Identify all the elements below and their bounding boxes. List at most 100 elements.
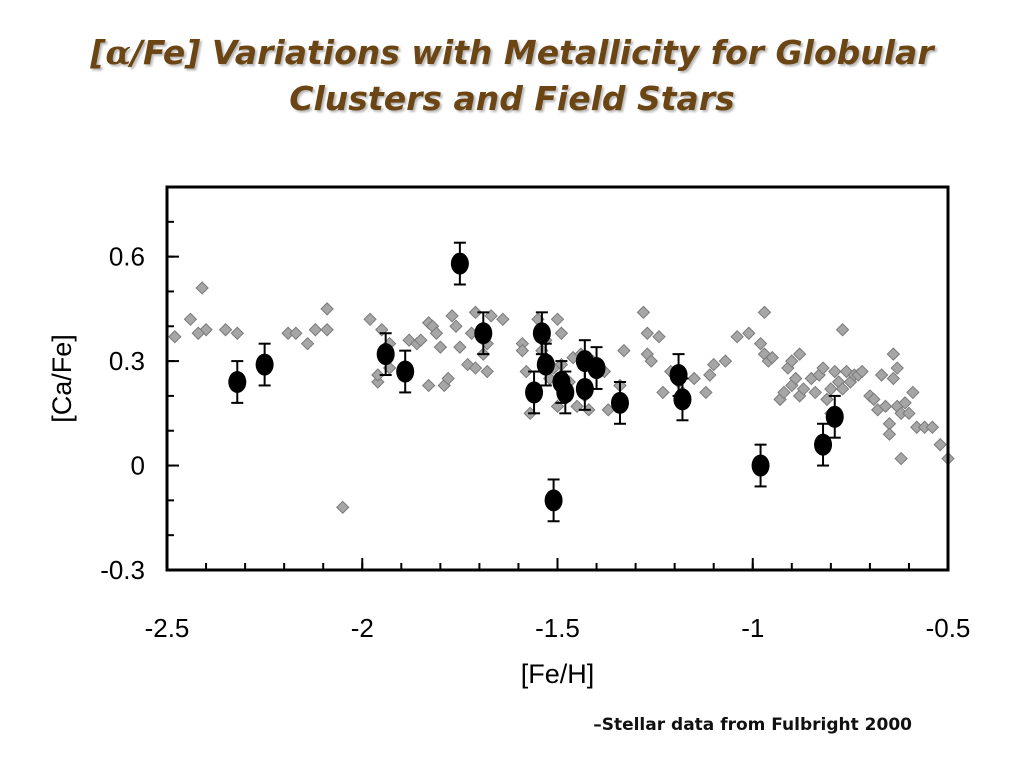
field-star-point	[828, 364, 842, 379]
field-star-point	[289, 326, 303, 340]
field-star-point	[886, 371, 901, 386]
field-star-point	[644, 354, 658, 368]
field-star-point	[656, 385, 670, 400]
field-star-point	[874, 368, 889, 382]
y-tick-label: 0.6	[109, 242, 145, 272]
field-star-point	[300, 336, 315, 351]
field-star-point	[371, 368, 385, 382]
cluster-point	[228, 370, 247, 393]
cluster-point	[474, 322, 493, 345]
title-line-2: Clusters and Field Stars	[289, 79, 735, 118]
cluster-point	[544, 489, 563, 512]
field-star-point	[218, 323, 233, 337]
field-star-point	[699, 385, 713, 400]
cluster-point	[669, 364, 688, 387]
field-star-point	[550, 312, 565, 327]
field-star-point	[449, 319, 463, 333]
y-tick-label: 0	[131, 451, 145, 481]
x-axis-label: [Fe/H]	[521, 659, 595, 689]
field-star-point	[168, 330, 182, 344]
field-star-point	[906, 385, 920, 400]
field-star-point	[640, 326, 655, 340]
x-tick-label: -0.5	[926, 613, 971, 643]
field-star-point	[718, 354, 733, 368]
x-tick-label: -2	[351, 613, 374, 643]
field-star-point	[890, 361, 904, 375]
field-star-point	[414, 333, 428, 347]
field-star-point	[808, 385, 822, 400]
cluster-point	[575, 377, 594, 400]
field-star-point	[496, 312, 510, 327]
field-star-point	[480, 364, 494, 379]
field-star-point	[617, 343, 631, 358]
cluster-point	[525, 381, 544, 404]
field-star-point	[730, 330, 744, 344]
field-star-point	[433, 340, 448, 354]
cluster-point	[587, 357, 606, 380]
y-tick-label: -0.3	[100, 555, 145, 585]
field-star-point	[777, 385, 791, 400]
field-star-point	[898, 396, 912, 410]
cluster-point	[396, 360, 415, 383]
cluster-point	[556, 381, 575, 404]
x-tick-label: -1	[741, 613, 764, 643]
field-star-point	[687, 371, 701, 386]
field-star-point	[925, 420, 940, 434]
x-tick-label: -2.5	[145, 613, 190, 643]
cluster-point	[450, 252, 469, 275]
title-alpha-symbol: α	[105, 33, 131, 72]
cluster-point	[673, 388, 692, 411]
field-star-point	[636, 305, 651, 320]
field-star-point	[785, 354, 799, 368]
field-star-point	[183, 312, 198, 327]
field-star-point	[195, 281, 209, 295]
source-caption: –Stellar data from Fulbright 2000	[593, 715, 912, 735]
field-star-point	[894, 451, 908, 466]
field-star-point	[320, 302, 334, 316]
cluster-point	[255, 353, 274, 376]
field-star-point	[835, 382, 850, 396]
field-star-point	[320, 323, 334, 337]
y-tick-label: 0.3	[109, 346, 145, 376]
axes-layer: -2.5 -2 -1.5 -1 -0.5 -0.3 0 0.3 0.6	[100, 220, 971, 643]
field-star-point	[765, 350, 779, 365]
field-star-point	[706, 357, 721, 372]
field-star-point	[652, 330, 666, 344]
field-star-point	[421, 378, 436, 393]
field-star-point	[519, 364, 533, 379]
cluster-point	[814, 433, 833, 456]
field-star-point	[703, 368, 717, 382]
field-star-point	[441, 371, 455, 386]
field-star-point	[933, 437, 947, 452]
field-star-point	[468, 361, 483, 375]
title-line-1: [α/Fe] Variations with Metallicity for G…	[0, 30, 1024, 76]
title-bracket: [	[90, 33, 106, 72]
field-star-point	[796, 382, 811, 396]
field-star-point	[867, 392, 881, 407]
field-star-point	[835, 323, 850, 337]
field-star-point	[363, 312, 377, 327]
field-star-point	[336, 500, 350, 515]
field-star-point	[902, 406, 916, 421]
y-axis-label: [Ca/Fe]	[47, 334, 77, 423]
field-star-point	[429, 326, 444, 340]
slide-title: [α/Fe] Variations with Metallicity for G…	[0, 30, 1024, 122]
cluster-point	[536, 353, 555, 376]
cluster-point	[532, 322, 551, 345]
marks-layer	[168, 241, 955, 523]
cluster-point	[610, 391, 629, 414]
field-star-point	[308, 323, 323, 337]
field-star-point	[882, 427, 897, 441]
field-star-point	[515, 343, 530, 358]
field-star-point	[554, 326, 569, 340]
field-star-point	[191, 326, 205, 340]
field-star-point	[816, 361, 830, 375]
cluster-point	[376, 343, 395, 366]
field-star-point	[230, 326, 244, 340]
x-tick-label: -1.5	[535, 613, 580, 643]
title-line-1-text: /Fe] Variations with Metallicity for Glo…	[130, 33, 934, 72]
field-star-point	[753, 336, 768, 351]
field-star-point	[445, 309, 459, 323]
field-star-point	[788, 371, 803, 386]
